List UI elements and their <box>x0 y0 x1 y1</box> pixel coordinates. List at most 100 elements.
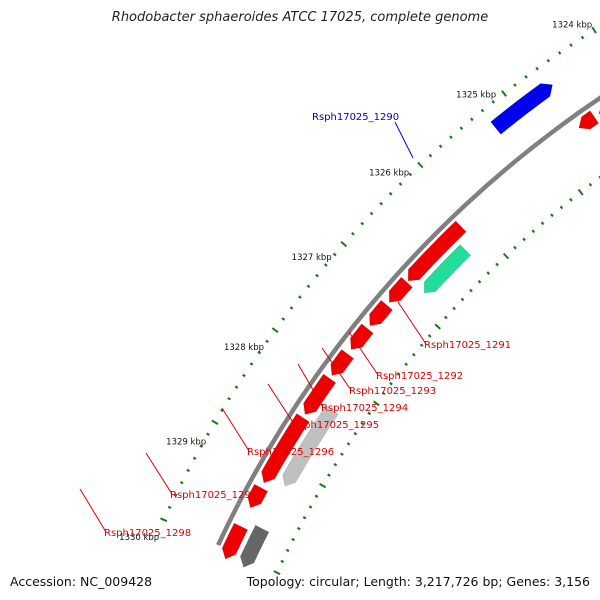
minor-tick <box>477 279 482 284</box>
minor-tick <box>495 262 499 267</box>
minor-tick <box>323 263 328 267</box>
minor-tick <box>398 182 403 186</box>
minor-tick <box>291 537 296 542</box>
gene-label[interactable]: Rsph17025_1296 <box>247 447 334 458</box>
minor-tick <box>369 211 374 216</box>
minor-tick <box>427 334 432 338</box>
minor-tick <box>531 229 536 234</box>
minor-tick <box>296 526 301 531</box>
gene-label[interactable]: Rsph17025_1293 <box>349 386 436 397</box>
gene-label[interactable]: Rsph17025_1292 <box>376 371 463 382</box>
major-tick <box>577 188 584 196</box>
gene-label[interactable]: Rsph17025_1298 <box>104 528 191 539</box>
minor-tick <box>192 456 197 460</box>
scale-tick-label: 1325 kbp <box>456 91 496 101</box>
minor-tick <box>408 172 413 177</box>
inner-tick-ring <box>273 175 600 576</box>
major-tick <box>273 570 281 576</box>
gene-label[interactable]: Rsph17025_1295 <box>292 420 379 431</box>
minor-tick <box>234 385 239 389</box>
minor-tick <box>438 144 443 149</box>
minor-tick <box>298 295 302 299</box>
gene-label[interactable]: Rsph17025_1291 <box>424 340 511 351</box>
minor-tick <box>353 431 358 436</box>
minor-tick <box>379 201 383 206</box>
minor-tick <box>388 191 393 196</box>
label-leader-line <box>145 452 173 495</box>
minor-tick <box>470 117 474 122</box>
minor-tick <box>396 372 401 376</box>
minor-tick <box>333 462 338 467</box>
minor-tick <box>249 362 254 366</box>
major-tick <box>160 517 168 523</box>
outer-tick-ring <box>160 26 597 523</box>
major-tick <box>501 90 507 97</box>
minor-tick <box>443 315 448 320</box>
minor-tick <box>167 505 172 509</box>
gene-arrow-red <box>369 299 393 326</box>
minor-tick <box>480 108 485 113</box>
minor-tick <box>522 237 526 242</box>
genome-backbone <box>216 95 600 547</box>
minor-tick <box>428 153 433 158</box>
gene-label[interactable]: Rsph17025_1297 <box>170 490 257 501</box>
scale-tick-label: 1327 kbp <box>292 253 332 263</box>
minor-tick <box>459 126 464 131</box>
gene-arrow-red <box>261 413 310 484</box>
label-leader-layer <box>79 121 427 533</box>
gene-rsph17025-1297-arrow <box>282 405 339 487</box>
minor-tick <box>220 408 224 413</box>
major-tick <box>417 161 424 169</box>
minor-tick <box>449 135 453 140</box>
minor-tick <box>486 271 491 275</box>
label-leader-line <box>321 347 352 391</box>
minor-tick <box>280 559 285 564</box>
gene-feature-layer <box>221 83 600 568</box>
minor-tick <box>404 362 409 367</box>
label-leader-line <box>397 301 427 345</box>
minor-tick <box>469 288 473 293</box>
gene-arrow-red <box>303 373 337 415</box>
minor-tick <box>227 396 231 401</box>
minor-tick <box>242 373 246 378</box>
label-leader-line <box>394 121 414 159</box>
minor-tick <box>265 339 269 344</box>
minor-tick <box>588 182 593 187</box>
gene-label[interactable]: Rsph17025_1294 <box>321 403 408 414</box>
minor-tick <box>315 273 319 278</box>
page-title: Rhodobacter sphaeroides ATCC 17025, comp… <box>111 10 489 25</box>
minor-tick <box>546 58 551 63</box>
minor-tick <box>302 516 307 520</box>
minor-tick <box>346 442 351 446</box>
gene-label[interactable]: Rsph17025_1290 <box>312 112 399 123</box>
major-tick <box>340 241 348 248</box>
accession-label: Accession: NC_009428 <box>10 574 153 589</box>
minor-tick <box>580 35 585 40</box>
label-leader-line <box>267 383 295 425</box>
minor-tick <box>351 231 355 236</box>
minor-tick <box>360 421 365 426</box>
minor-tick <box>411 352 416 357</box>
scale-tick-label: 1326 kbp <box>369 169 409 179</box>
scale-tick-label: 1328 kbp <box>224 343 264 353</box>
major-tick <box>319 483 327 489</box>
minor-tick <box>559 205 564 210</box>
minor-tick <box>206 432 210 436</box>
minor-tick <box>314 494 319 498</box>
minor-tick <box>452 306 456 311</box>
major-tick <box>591 26 597 34</box>
gene-arrow-red <box>407 220 467 282</box>
minor-tick <box>535 66 539 71</box>
minor-tick <box>306 284 311 289</box>
minor-tick <box>557 50 562 55</box>
minor-tick <box>308 505 313 509</box>
scale-tick-label: 1329 kbp <box>166 437 206 447</box>
major-tick <box>502 252 510 260</box>
scale-tick-label: 1330 kbp <box>119 533 159 543</box>
minor-tick <box>491 100 495 104</box>
label-leader-line <box>79 488 107 533</box>
major-tick <box>271 327 279 334</box>
minor-tick <box>513 245 517 250</box>
